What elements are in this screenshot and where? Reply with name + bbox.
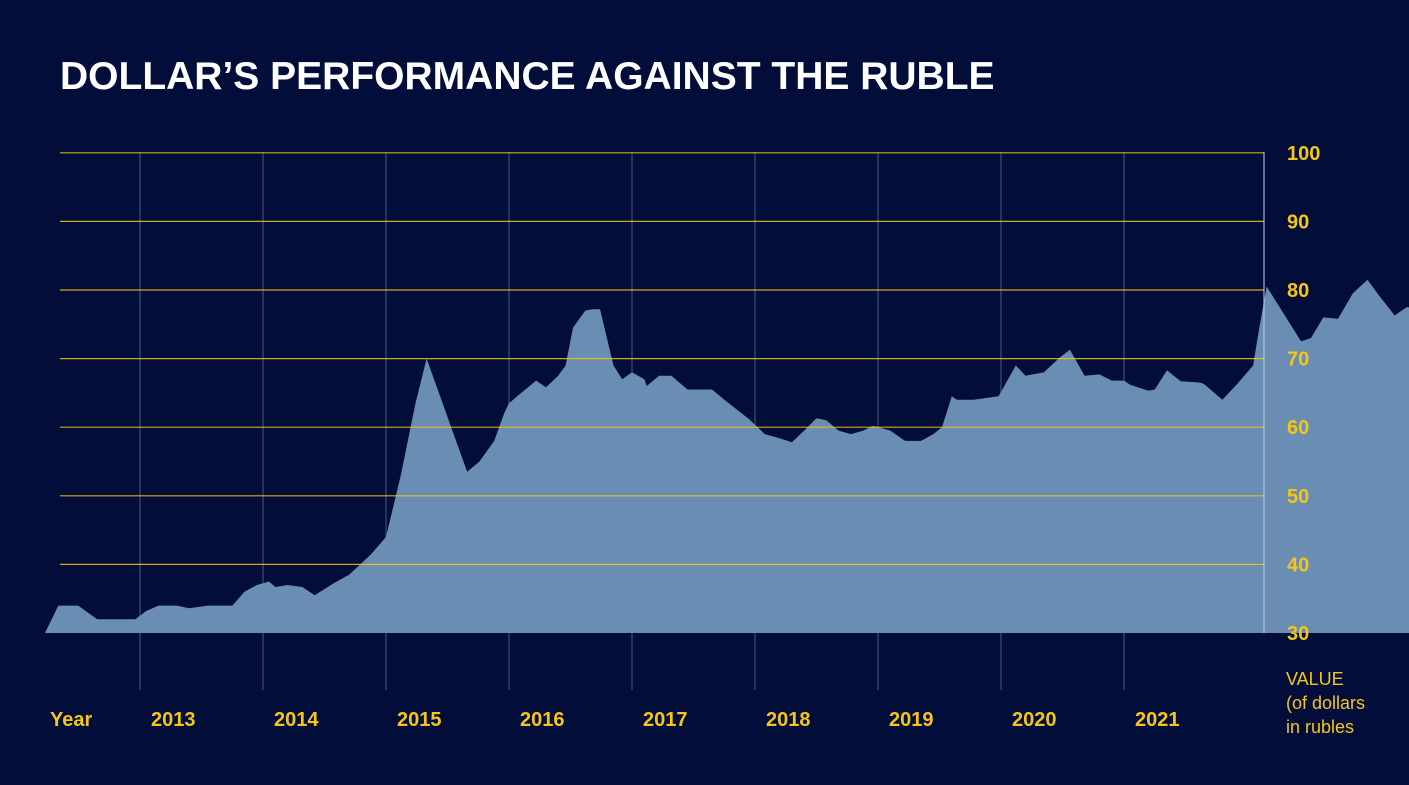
y-tick-label-100: 100 (1287, 143, 1320, 165)
x-tick-labels: 2013 2014 2015 2016 2017 2018 2019 2020 2021 (151, 709, 1180, 731)
area-series (45, 279, 1409, 633)
y-tick-label-70: 70 (1287, 349, 1309, 371)
y-axis-label: VALUE (of dollars in rubles (1286, 669, 1365, 737)
x-axis-label: Year (50, 709, 92, 731)
chart-title: DOLLAR’S PERFORMANCE AGAINST THE RUBLE (60, 55, 995, 98)
x-tick-label-2016: 2016 (520, 709, 565, 731)
x-tick-label-2018: 2018 (766, 709, 811, 731)
y-tick-label-30: 30 (1287, 623, 1309, 645)
y-tick-label-80: 80 (1287, 280, 1309, 302)
y-tick-label-60: 60 (1287, 417, 1309, 439)
x-tick-label-2015: 2015 (397, 709, 442, 731)
y-axis-label-line-2: (of dollars (1286, 693, 1365, 713)
x-tick-label-2020: 2020 (1012, 709, 1057, 731)
x-tick-label-2017: 2017 (643, 709, 688, 731)
x-tick-label-2014: 2014 (274, 709, 319, 731)
x-tick-label-2019: 2019 (889, 709, 934, 731)
x-tick-label-2013: 2013 (151, 709, 196, 731)
value-gridlines (60, 152, 1264, 566)
y-tick-label-40: 40 (1287, 554, 1309, 576)
y-tick-label-50: 50 (1287, 486, 1309, 508)
y-axis-label-line-1: VALUE (1286, 669, 1344, 689)
y-tick-labels: 30 40 50 60 70 80 90 100 (1287, 143, 1320, 645)
y-tick-label-90: 90 (1287, 211, 1309, 233)
x-tick-label-2021: 2021 (1135, 709, 1180, 731)
y-axis-label-line-3: in rubles (1286, 717, 1354, 737)
